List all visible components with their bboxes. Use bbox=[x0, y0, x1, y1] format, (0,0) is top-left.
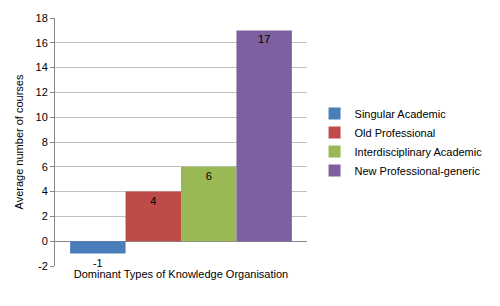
svg-text:6: 6 bbox=[206, 170, 212, 182]
svg-text:Dominant Types of Knowledge Or: Dominant Types of Knowledge Organisation bbox=[74, 268, 288, 280]
svg-text:12: 12 bbox=[36, 86, 48, 98]
svg-text:-2: -2 bbox=[38, 260, 48, 272]
svg-text:17: 17 bbox=[258, 33, 270, 45]
svg-text:14: 14 bbox=[36, 61, 48, 73]
svg-text:Singular Academic: Singular Academic bbox=[355, 108, 447, 120]
svg-text:8: 8 bbox=[42, 136, 48, 148]
svg-text:16: 16 bbox=[36, 37, 48, 49]
svg-text:0: 0 bbox=[42, 235, 48, 247]
svg-text:Average number of courses: Average number of courses bbox=[13, 74, 25, 209]
svg-text:New Professional-generic: New Professional-generic bbox=[355, 165, 481, 177]
svg-text:Interdisciplinary Academic: Interdisciplinary Academic bbox=[355, 146, 483, 158]
svg-text:4: 4 bbox=[42, 185, 48, 197]
svg-text:-1: -1 bbox=[93, 257, 103, 269]
svg-text:2: 2 bbox=[42, 210, 48, 222]
svg-text:Old Professional: Old Professional bbox=[355, 127, 436, 139]
svg-text:4: 4 bbox=[150, 195, 156, 207]
svg-text:18: 18 bbox=[36, 12, 48, 24]
svg-text:6: 6 bbox=[42, 161, 48, 173]
svg-text:10: 10 bbox=[36, 111, 48, 123]
